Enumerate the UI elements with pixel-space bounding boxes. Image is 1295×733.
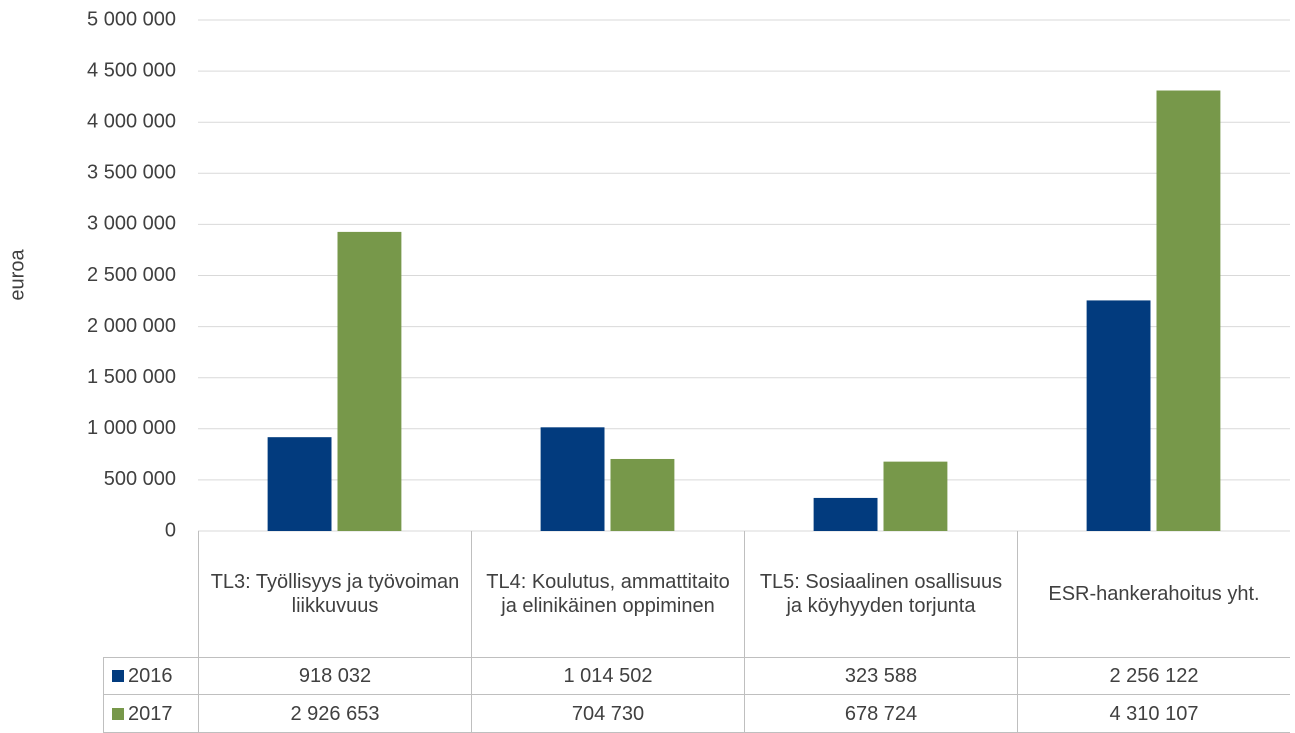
bar: [883, 461, 948, 531]
y-tick-label: 1 500 000: [87, 366, 176, 388]
legend-cell: 2016: [103, 657, 198, 695]
bar: [337, 231, 402, 531]
bar: [540, 427, 605, 531]
category-cell: ESR-hankerahoitus yht.: [1017, 531, 1290, 657]
y-tick-label: 2 000 000: [87, 315, 176, 337]
category-cell: TL4: Koulutus, ammattitaito ja elinikäin…: [471, 531, 744, 657]
value-cell: 323 588: [744, 657, 1017, 695]
y-tick-label: 4 500 000: [87, 59, 176, 81]
value-cell: 678 724: [744, 695, 1017, 733]
legend-label: 2016: [128, 665, 173, 687]
y-tick-label: 5 000 000: [87, 8, 176, 30]
y-tick-label: 3 000 000: [87, 213, 176, 235]
value-cell: 4 310 107: [1017, 695, 1290, 733]
y-tick-label: 0: [165, 519, 176, 541]
bar: [1086, 300, 1151, 531]
y-tick-label: 500 000: [104, 468, 176, 490]
y-tick-label: 3 500 000: [87, 162, 176, 184]
value-cell: 2 926 653: [198, 695, 471, 733]
value-cell: 1 014 502: [471, 657, 744, 695]
bar: [1156, 90, 1221, 531]
legend-label: 2017: [128, 702, 173, 725]
bar: [267, 437, 332, 531]
legend-cell: 2017: [103, 695, 198, 733]
bar: [813, 497, 878, 531]
value-cell: 2 256 122: [1017, 657, 1290, 695]
legend-swatch: [112, 707, 124, 720]
category-cell: TL3: Työllisyys ja työvoiman liikkuvuus: [198, 531, 471, 657]
bar: [610, 458, 675, 531]
category-cell: TL5: Sosiaalinen osallisuus ja köyhyyden…: [744, 531, 1017, 657]
y-axis-label: euroa: [6, 249, 28, 301]
y-tick-label: 1 000 000: [87, 417, 176, 439]
value-cell: 704 730: [471, 695, 744, 733]
y-tick-label: 2 500 000: [87, 264, 176, 286]
y-tick-label: 4 000 000: [87, 110, 176, 132]
legend-swatch: [112, 670, 124, 682]
value-cell: 918 032: [198, 657, 471, 695]
